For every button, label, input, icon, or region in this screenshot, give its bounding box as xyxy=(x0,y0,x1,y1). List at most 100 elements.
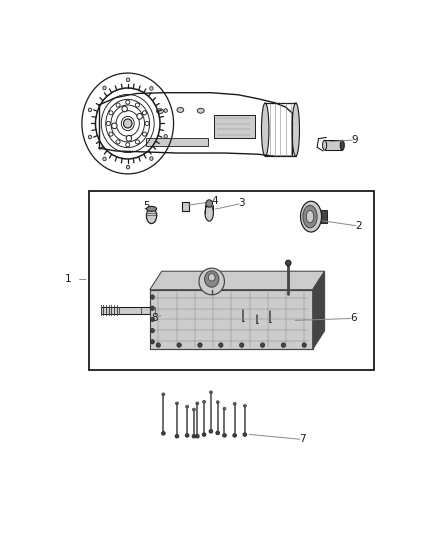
Ellipse shape xyxy=(195,434,199,438)
Ellipse shape xyxy=(209,391,212,394)
Ellipse shape xyxy=(206,200,212,207)
Ellipse shape xyxy=(196,402,199,405)
Text: 6: 6 xyxy=(350,313,357,324)
Ellipse shape xyxy=(176,402,178,405)
Ellipse shape xyxy=(124,119,132,128)
Ellipse shape xyxy=(233,433,237,437)
Ellipse shape xyxy=(268,306,272,310)
Text: 8: 8 xyxy=(152,313,158,324)
Ellipse shape xyxy=(177,343,181,348)
Ellipse shape xyxy=(199,268,224,295)
Ellipse shape xyxy=(260,343,265,348)
Ellipse shape xyxy=(126,143,130,147)
Ellipse shape xyxy=(145,122,149,126)
Ellipse shape xyxy=(137,114,142,119)
Text: 3: 3 xyxy=(238,198,245,208)
Ellipse shape xyxy=(302,343,307,348)
Ellipse shape xyxy=(192,434,196,438)
Ellipse shape xyxy=(146,206,156,211)
Ellipse shape xyxy=(340,140,344,150)
Ellipse shape xyxy=(281,343,286,348)
Ellipse shape xyxy=(126,78,130,82)
Ellipse shape xyxy=(151,295,154,300)
Ellipse shape xyxy=(306,211,314,223)
Ellipse shape xyxy=(103,86,106,90)
Ellipse shape xyxy=(303,205,317,228)
Text: 7: 7 xyxy=(299,434,306,445)
Bar xyxy=(101,306,170,314)
Ellipse shape xyxy=(216,401,219,403)
Ellipse shape xyxy=(223,407,226,410)
Bar xyxy=(182,202,189,211)
Ellipse shape xyxy=(106,122,110,126)
Ellipse shape xyxy=(223,433,226,437)
Ellipse shape xyxy=(192,408,195,411)
Ellipse shape xyxy=(175,434,179,438)
Ellipse shape xyxy=(109,111,113,115)
Bar xyxy=(88,191,374,370)
Ellipse shape xyxy=(243,433,247,437)
Ellipse shape xyxy=(156,343,160,348)
Ellipse shape xyxy=(177,108,184,112)
Bar xyxy=(214,115,255,138)
Bar xyxy=(150,290,313,349)
Ellipse shape xyxy=(151,328,154,333)
Text: 5: 5 xyxy=(143,200,150,211)
Ellipse shape xyxy=(205,271,219,287)
Text: 9: 9 xyxy=(352,135,358,145)
Ellipse shape xyxy=(142,111,147,115)
Ellipse shape xyxy=(286,260,291,266)
Ellipse shape xyxy=(126,100,130,104)
Ellipse shape xyxy=(157,109,163,114)
Ellipse shape xyxy=(103,157,106,161)
Polygon shape xyxy=(150,271,325,290)
Ellipse shape xyxy=(151,317,154,322)
Ellipse shape xyxy=(208,273,215,281)
Ellipse shape xyxy=(135,140,139,144)
Ellipse shape xyxy=(185,433,189,437)
Ellipse shape xyxy=(233,402,236,405)
Ellipse shape xyxy=(126,165,130,169)
Ellipse shape xyxy=(116,140,120,144)
Ellipse shape xyxy=(88,108,92,112)
Ellipse shape xyxy=(203,400,205,403)
Ellipse shape xyxy=(166,305,174,314)
Ellipse shape xyxy=(322,140,327,150)
Ellipse shape xyxy=(135,103,139,107)
Ellipse shape xyxy=(197,108,204,113)
Ellipse shape xyxy=(244,405,246,407)
Ellipse shape xyxy=(202,433,206,437)
Ellipse shape xyxy=(150,157,153,160)
Ellipse shape xyxy=(151,306,154,311)
Ellipse shape xyxy=(164,134,167,138)
Text: 2: 2 xyxy=(355,221,362,231)
Bar xyxy=(146,138,208,146)
Ellipse shape xyxy=(205,205,213,221)
Ellipse shape xyxy=(146,208,156,224)
Text: 4: 4 xyxy=(211,197,218,206)
Ellipse shape xyxy=(164,109,167,112)
Bar xyxy=(321,211,327,223)
Ellipse shape xyxy=(151,340,154,344)
Ellipse shape xyxy=(261,103,269,156)
Ellipse shape xyxy=(88,135,92,139)
Ellipse shape xyxy=(240,343,244,348)
Polygon shape xyxy=(313,271,325,349)
Ellipse shape xyxy=(112,123,117,128)
Ellipse shape xyxy=(216,431,219,435)
Ellipse shape xyxy=(162,393,165,396)
Ellipse shape xyxy=(142,132,147,136)
Ellipse shape xyxy=(162,432,165,435)
Ellipse shape xyxy=(241,305,245,309)
Ellipse shape xyxy=(300,201,321,232)
Ellipse shape xyxy=(116,103,120,107)
Ellipse shape xyxy=(150,86,153,90)
Ellipse shape xyxy=(126,135,132,141)
Ellipse shape xyxy=(292,103,300,156)
Ellipse shape xyxy=(122,106,127,112)
Ellipse shape xyxy=(219,343,223,348)
Ellipse shape xyxy=(209,430,213,433)
Ellipse shape xyxy=(255,310,258,314)
Text: 1: 1 xyxy=(65,274,72,285)
Ellipse shape xyxy=(198,343,202,348)
